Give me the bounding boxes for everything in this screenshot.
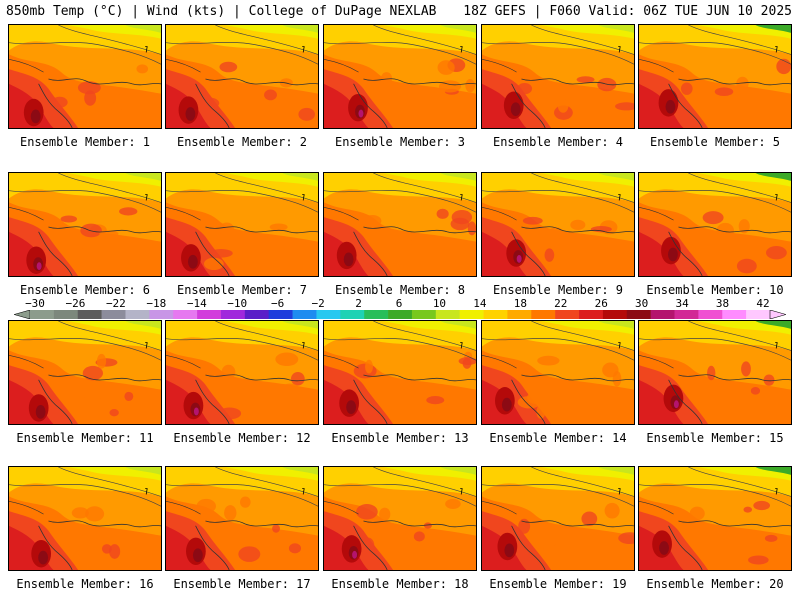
- ensemble-member-map-5: [638, 24, 792, 129]
- ensemble-member-map-2: [165, 24, 319, 129]
- ensemble-member-map-10: [638, 172, 792, 277]
- colorbar-tick: −26: [65, 297, 86, 310]
- ensemble-member-label: Ensemble Member: 16: [16, 577, 154, 591]
- ensemble-member-map-16: [8, 466, 162, 571]
- ensemble-member-label: Ensemble Member: 17: [173, 577, 311, 591]
- ensemble-member-label: Ensemble Member: 7: [176, 283, 308, 297]
- colorbar-swatch: [149, 310, 174, 319]
- colorbar-swatch: [268, 310, 293, 319]
- colorbar-swatch: [674, 310, 699, 319]
- ensemble-member-label: Ensemble Member: 13: [331, 431, 469, 445]
- ensemble-member-map-7: [165, 172, 319, 277]
- ensemble-member-map-13: [323, 320, 477, 425]
- colorbar-swatch: [101, 310, 126, 319]
- colorbar-tick: 34: [675, 297, 689, 310]
- colorbar-swatch: [555, 310, 580, 319]
- colorbar-swatch: [316, 310, 341, 319]
- colorbar-swatch: [197, 310, 222, 319]
- colorbar-swatch: [30, 310, 55, 319]
- model-valid-time: 18Z GEFS | F060 Valid: 06Z TUE JUN 10 20…: [463, 4, 792, 19]
- colorbar-swatch: [77, 310, 102, 319]
- colorbar-swatch: [340, 310, 365, 319]
- ensemble-member-map-1: [8, 24, 162, 129]
- ensemble-member-label: Ensemble Member: 2: [176, 135, 308, 149]
- colorbar-swatch: [507, 310, 532, 319]
- colorbar-swatch: [459, 310, 484, 319]
- ensemble-member-map-11: [8, 320, 162, 425]
- ensemble-member-label: Ensemble Member: 19: [489, 577, 627, 591]
- colorbar-swatch: [650, 310, 675, 319]
- colorbar-swatch: [746, 310, 771, 319]
- ensemble-member-label: Ensemble Member: 9: [492, 283, 624, 297]
- ensemble-member-map-15: [638, 320, 792, 425]
- ensemble-member-label: Ensemble Member: 20: [646, 577, 784, 591]
- colorbar-swatch: [173, 310, 198, 319]
- temperature-colorbar: [14, 310, 786, 319]
- colorbar-tick: 14: [473, 297, 487, 310]
- ensemble-member-map-19: [481, 466, 635, 571]
- colorbar-tick: 38: [715, 297, 730, 310]
- ensemble-member-label: Ensemble Member: 11: [16, 431, 154, 445]
- colorbar-tick: 30: [635, 297, 649, 310]
- colorbar-tick: 10: [432, 297, 447, 310]
- colorbar-tick: −14: [186, 297, 207, 310]
- ensemble-member-label: Ensemble Member: 15: [646, 431, 784, 445]
- ensemble-member-map-12: [165, 320, 319, 425]
- colorbar-tick: −10: [227, 297, 248, 310]
- colorbar-min-arrow: [14, 310, 31, 319]
- colorbar-swatch: [364, 310, 389, 319]
- colorbar-swatch: [125, 310, 150, 319]
- colorbar-tick: −6: [271, 297, 285, 310]
- colorbar-swatch: [531, 310, 556, 319]
- colorbar-swatch: [435, 310, 460, 319]
- ensemble-member-map-20: [638, 466, 792, 571]
- ensemble-member-map-14: [481, 320, 635, 425]
- colorbar-swatch: [411, 310, 437, 319]
- ensemble-member-map-18: [323, 466, 477, 571]
- ensemble-member-map-9: [481, 172, 635, 277]
- colorbar-tick: 2: [355, 297, 362, 310]
- ensemble-member-label: Ensemble Member: 18: [331, 577, 469, 591]
- colorbar-swatch: [53, 310, 79, 319]
- colorbar-swatch: [579, 310, 604, 319]
- colorbar-tick: 6: [395, 297, 403, 310]
- ensemble-member-label: Ensemble Member: 4: [492, 135, 624, 149]
- ensemble-member-map-17: [165, 466, 319, 571]
- colorbar-swatch: [698, 310, 723, 319]
- colorbar-swatch: [292, 310, 317, 319]
- colorbar-tick: 26: [594, 297, 608, 310]
- ensemble-member-label: Ensemble Member: 3: [334, 135, 466, 149]
- colorbar-tick: −22: [105, 297, 126, 310]
- ensemble-member-label: Ensemble Member: 12: [173, 431, 311, 445]
- colorbar-swatch: [602, 310, 628, 319]
- ensemble-member-map-8: [323, 172, 477, 277]
- colorbar-tick: −2: [311, 297, 325, 310]
- ensemble-member-map-6: [8, 172, 162, 277]
- colorbar-tick: 18: [513, 297, 527, 310]
- colorbar-swatch: [483, 310, 508, 319]
- colorbar-swatch: [220, 310, 246, 319]
- ensemble-member-map-4: [481, 24, 635, 129]
- colorbar-max-arrow: [769, 310, 786, 319]
- ensemble-member-label: Ensemble Member: 8: [334, 283, 466, 297]
- colorbar-swatch: [244, 310, 270, 319]
- ensemble-member-label: Ensemble Member: 10: [646, 283, 784, 297]
- ensemble-member-label: Ensemble Member: 5: [649, 135, 781, 149]
- colorbar-swatch: [388, 310, 413, 319]
- colorbar-swatch: [626, 310, 651, 319]
- ensemble-member-label: Ensemble Member: 1: [19, 135, 151, 149]
- ensemble-member-label: Ensemble Member: 6: [19, 283, 151, 297]
- map-title: 850mb Temp (°C) | Wind (kts) | College o…: [6, 4, 437, 19]
- ensemble-member-label: Ensemble Member: 14: [489, 431, 627, 445]
- colorbar-tick: 22: [554, 297, 568, 310]
- colorbar-swatch: [722, 310, 747, 319]
- ensemble-member-map-3: [323, 24, 477, 129]
- colorbar-tick: 42: [756, 297, 770, 310]
- colorbar-tick: −18: [146, 297, 167, 310]
- colorbar-tick: −30: [25, 297, 45, 310]
